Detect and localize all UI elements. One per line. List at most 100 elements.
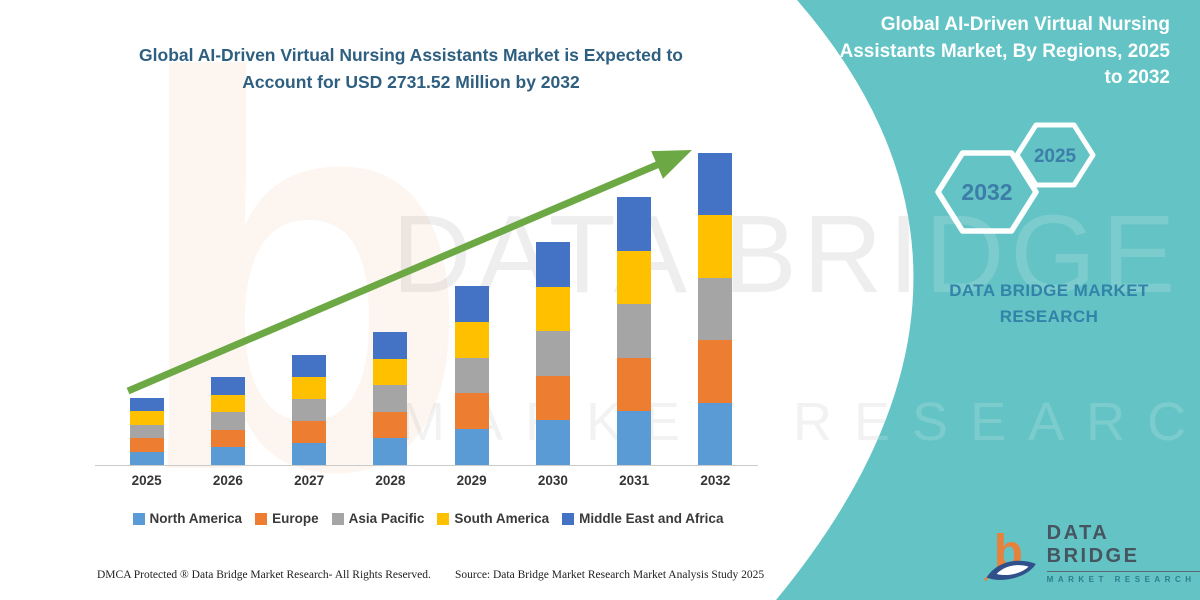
- legend-swatch-south-america: [437, 512, 450, 525]
- x-axis-label-2029: 2029: [456, 473, 487, 488]
- x-axis-label-2032: 2032: [700, 473, 731, 488]
- stacked-bar-chart: [106, 140, 756, 465]
- stacked-bar-2031: [617, 197, 652, 465]
- logo-tagline: MARKET RESEARCH: [1046, 575, 1196, 584]
- source-note: Source: Data Bridge Market Research Mark…: [455, 569, 765, 581]
- bar-segment-europe: [698, 340, 733, 403]
- legend-label-asia-pacific: Asia Pacific: [348, 511, 425, 526]
- logo-leaf-cutout: [996, 565, 1029, 575]
- stacked-bar-2028: [373, 332, 408, 465]
- x-axis-label-2027: 2027: [294, 473, 325, 488]
- bar-column-2026: [187, 140, 268, 465]
- legend-swatch-asia-pacific: [331, 512, 344, 525]
- panel-title: Global AI-Driven Virtual Nursing Assista…: [839, 14, 1170, 89]
- databridge-logo-mark-icon: b: [983, 526, 1036, 582]
- brand-name-text: DATA BRIDGE MARKET RESEARCH: [949, 281, 1149, 327]
- stacked-bar-2029: [454, 286, 489, 465]
- bar-segment-north-america: [373, 438, 408, 465]
- x-axis-label-2030: 2030: [537, 473, 568, 488]
- x-axis-line: [95, 465, 758, 466]
- stacked-bar-2032: [698, 153, 733, 465]
- x-axis-labels: 2025 2026 2027 2028 2029 2030 2031 2032: [106, 473, 756, 488]
- hexagon-2032-icon: [935, 150, 1039, 234]
- bar-segment-asia-pacific: [292, 399, 327, 421]
- bar-segment-north-america: [617, 411, 652, 465]
- bar-segment-europe: [129, 438, 164, 452]
- legend-label-europe: Europe: [272, 511, 319, 526]
- bar-column-2029: [431, 140, 512, 465]
- bar-column-2032: [675, 140, 756, 465]
- bar-column-2031: [594, 140, 675, 465]
- bar-column-2025: [106, 140, 187, 465]
- bar-segment-south-america: [210, 394, 245, 413]
- bar-segment-asia-pacific: [617, 304, 652, 358]
- legend-swatch-europe: [255, 512, 268, 525]
- hexagon-year-end: 2032: [961, 179, 1012, 205]
- x-axis-label-2028: 2028: [375, 473, 406, 488]
- bar-segment-north-america: [129, 451, 164, 465]
- legend-item-north-america: North America: [132, 511, 243, 526]
- bar-segment-europe: [454, 393, 489, 430]
- bar-segment-asia-pacific: [210, 412, 245, 430]
- bar-segment-north-america: [535, 420, 570, 465]
- bar-segment-middle-east-and-africa: [454, 286, 489, 322]
- stacked-bar-2027: [292, 355, 327, 465]
- bar-segment-europe: [292, 421, 327, 443]
- legend-item-europe: Europe: [255, 511, 319, 526]
- bar-segment-north-america: [292, 443, 327, 465]
- legend-label-north-america: North America: [149, 511, 243, 526]
- legend-swatch-north-america: [132, 512, 145, 525]
- bar-segment-middle-east-and-africa: [698, 153, 733, 216]
- year-hexagons: 2032 2025: [935, 122, 1096, 234]
- teal-panel-shape: [776, 0, 1200, 600]
- bar-column-2028: [350, 140, 431, 465]
- bar-segment-north-america: [454, 429, 489, 465]
- legend-swatch-middle-east-and-africa: [562, 512, 575, 525]
- bar-segment-south-america: [373, 358, 408, 386]
- stacked-bar-2030: [535, 242, 570, 465]
- legend-label-south-america: South America: [454, 511, 550, 526]
- bar-segment-middle-east-and-africa: [210, 377, 245, 395]
- bar-segment-asia-pacific: [454, 357, 489, 394]
- x-axis-label-2025: 2025: [131, 473, 162, 488]
- legend-label-middle-east-and-africa: Middle East and Africa: [579, 511, 724, 526]
- bar-segment-europe: [210, 429, 245, 448]
- bar-segment-middle-east-and-africa: [617, 197, 652, 251]
- chart-title: Global AI-Driven Virtual Nursing Assista…: [139, 45, 683, 93]
- dmca-notice: DMCA Protected ® Data Bridge Market Rese…: [97, 569, 431, 581]
- legend-item-middle-east-and-africa: Middle East and Africa: [562, 511, 723, 526]
- bar-segment-asia-pacific: [373, 385, 408, 412]
- x-axis-label-2026: 2026: [212, 473, 243, 488]
- bar-column-2030: [512, 140, 593, 465]
- bar-segment-north-america: [210, 447, 245, 465]
- bar-segment-north-america: [698, 402, 733, 465]
- bar-segment-europe: [617, 357, 652, 412]
- bar-column-2027: [269, 140, 350, 465]
- bar-segment-asia-pacific: [129, 424, 164, 439]
- hexagon-year-start: 2025: [1034, 146, 1077, 167]
- bar-segment-europe: [373, 411, 408, 439]
- stacked-bar-2026: [210, 377, 245, 465]
- bar-segment-europe: [535, 375, 570, 421]
- stacked-bar-2025: [129, 398, 164, 465]
- bar-segment-south-america: [129, 411, 164, 425]
- legend-item-south-america: South America: [437, 511, 549, 526]
- bar-segment-south-america: [292, 377, 327, 399]
- bar-segment-south-america: [617, 250, 652, 305]
- bar-segment-middle-east-and-africa: [129, 398, 164, 412]
- bar-segment-south-america: [698, 215, 733, 278]
- bar-segment-south-america: [454, 321, 489, 358]
- bar-segment-middle-east-and-africa: [535, 242, 570, 287]
- databridge-logo: b DATA BRIDGE MARKET RESEARCH: [983, 522, 1200, 584]
- logo-name: DATA BRIDGE: [1046, 522, 1200, 572]
- bar-segment-middle-east-and-africa: [373, 332, 408, 359]
- bar-segment-south-america: [535, 286, 570, 332]
- x-axis-label-2031: 2031: [619, 473, 650, 488]
- bar-segment-asia-pacific: [698, 277, 733, 341]
- bar-segment-asia-pacific: [535, 331, 570, 376]
- legend-item-asia-pacific: Asia Pacific: [331, 511, 425, 526]
- hexagon-2025-icon: [1014, 122, 1096, 188]
- bar-segment-middle-east-and-africa: [292, 355, 327, 377]
